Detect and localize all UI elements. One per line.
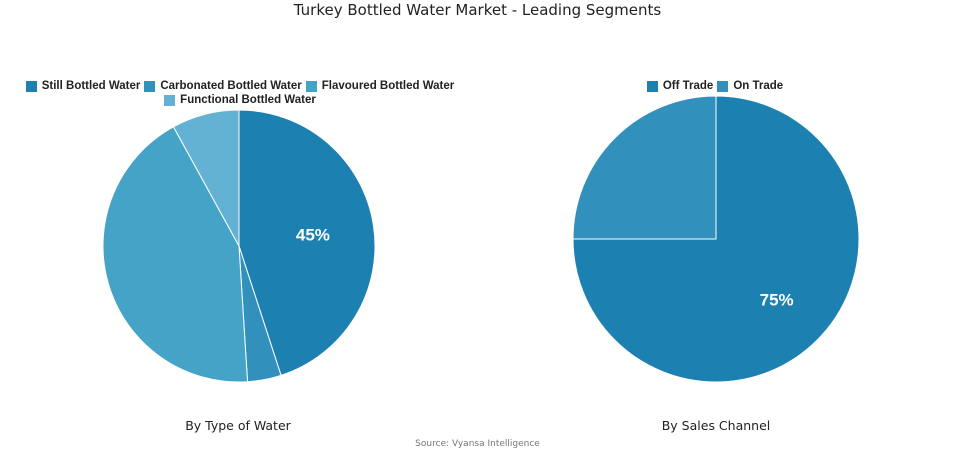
- pie-slice-functional-bottled-water: [172, 109, 240, 247]
- legend-label: Functional Bottled Water: [180, 94, 316, 106]
- data-label: 45%: [296, 225, 330, 244]
- legend-swatch: [164, 94, 176, 106]
- legend-swatch: [305, 80, 317, 92]
- legend-label: Flavoured Bottled Water: [321, 80, 455, 92]
- legend-label: Carbonated Bottled Water: [160, 80, 302, 92]
- pie-slice-flavoured-bottled-water: [102, 126, 249, 383]
- legend-swatch: [646, 80, 658, 92]
- pie-slice-still-bottled-water: [238, 109, 376, 376]
- legend-item: Still Bottled Water: [25, 80, 141, 92]
- legend-type-of-water: Still Bottled Water Carbonated Bottled Wa…: [20, 80, 460, 106]
- legend-swatch: [25, 80, 37, 92]
- pie-slice-on-trade: [572, 95, 717, 240]
- legend-label: On Trade: [733, 80, 784, 92]
- legend-item: Flavoured Bottled Water: [305, 80, 455, 92]
- data-label: 75%: [760, 291, 794, 310]
- pie-slice-off-trade: [572, 95, 860, 383]
- legend-swatch: [717, 80, 729, 92]
- caption-sales-channel: By Sales Channel: [661, 418, 771, 433]
- legend-item: On Trade: [717, 80, 783, 92]
- legend-item: Off Trade: [646, 80, 714, 92]
- legend-item: Carbonated Bottled Water: [144, 80, 302, 92]
- legend-label: Still Bottled Water: [41, 80, 141, 92]
- legend-label: Off Trade: [662, 80, 714, 92]
- legend-swatch: [144, 80, 156, 92]
- chart-title: Turkey Bottled Water Market - Leading Se…: [293, 1, 662, 19]
- legend-sales-channel: Off Trade On Trade: [570, 80, 860, 92]
- source-note: Source: Vyansa Intelligence: [415, 439, 540, 449]
- caption-type-of-water: By Type of Water: [185, 418, 291, 433]
- legend-item: Functional Bottled Water: [164, 94, 316, 106]
